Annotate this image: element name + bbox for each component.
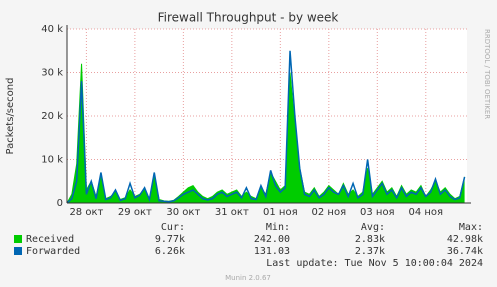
y-tick-label: 0 [57,198,63,209]
x-tick-label: 31 окт [215,207,249,218]
legend-stat: 131.03 [254,246,290,257]
x-tick-label: 28 окт [69,207,103,218]
legend-header: Cur: [161,222,185,233]
x-tick-label: 01 ноя [263,207,298,218]
legend-stat: 36.74k [447,246,483,257]
last-update: Last update: Tue Nov 5 10:00:04 2024 [266,258,483,269]
legend-stat: 242.00 [254,234,290,245]
y-tick-label: 40 k [41,24,63,35]
legend-stat: 6.26k [155,246,185,257]
x-tick-label: 03 ноя [360,207,395,218]
y-tick-label: 20 k [41,111,63,122]
legend-stat: 2.83k [355,234,385,245]
legend-stat: 2.37k [355,246,385,257]
legend-stat: 9.77k [155,234,185,245]
y-axis-label: Packets/second [5,78,16,155]
x-tick-label: 30 окт [166,207,200,218]
legend-header: Avg: [361,222,385,233]
legend-header: Min: [266,222,290,233]
line [66,50,466,204]
x-tick-label: 02 ноя [312,207,347,218]
x-tick-label: 29 окт [118,207,152,218]
chart-title: Firewall Throughput - by week [158,11,339,25]
x-tick-label: 04 ноя [408,207,443,218]
legend-swatch [14,247,22,255]
footer: Munin 2.0.67 [225,274,271,282]
legend-stat: 42.98k [447,234,483,245]
legend-swatch [14,235,22,243]
legend-label: Received [26,234,74,245]
legend-header: Max: [459,222,483,233]
y-tick-label: 30 k [41,68,63,79]
side-label: RRDTOOL / TOBI OETIKER [483,29,491,119]
y-tick-label: 10 k [41,155,63,166]
legend-label: Forwarded [26,246,80,257]
